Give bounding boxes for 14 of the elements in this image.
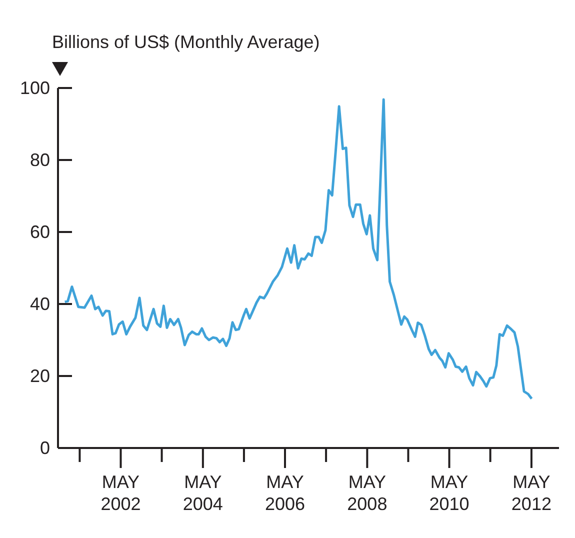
y-tick-label: 40 (30, 294, 50, 314)
y-tick-label: 100 (20, 78, 50, 98)
x-tick-label: MAY 2006 (264, 472, 306, 514)
x-tick-label: MAY 2004 (182, 472, 223, 514)
x-tick-label: MAY 2002 (100, 472, 141, 514)
line-series (64, 98, 533, 400)
y-tick-label: 0 (40, 438, 50, 458)
y-axis-title: Billions of US$ (Monthly Average) (52, 32, 320, 53)
x-tick-label: MAY 2008 (347, 472, 388, 514)
y-tick-label: 60 (30, 222, 50, 242)
x-tick-label: MAY 2010 (429, 472, 470, 514)
y-tick-label: 80 (30, 150, 50, 170)
y-tick-label: 20 (30, 366, 50, 386)
x-tick-label: MAY 2012 (511, 472, 552, 514)
